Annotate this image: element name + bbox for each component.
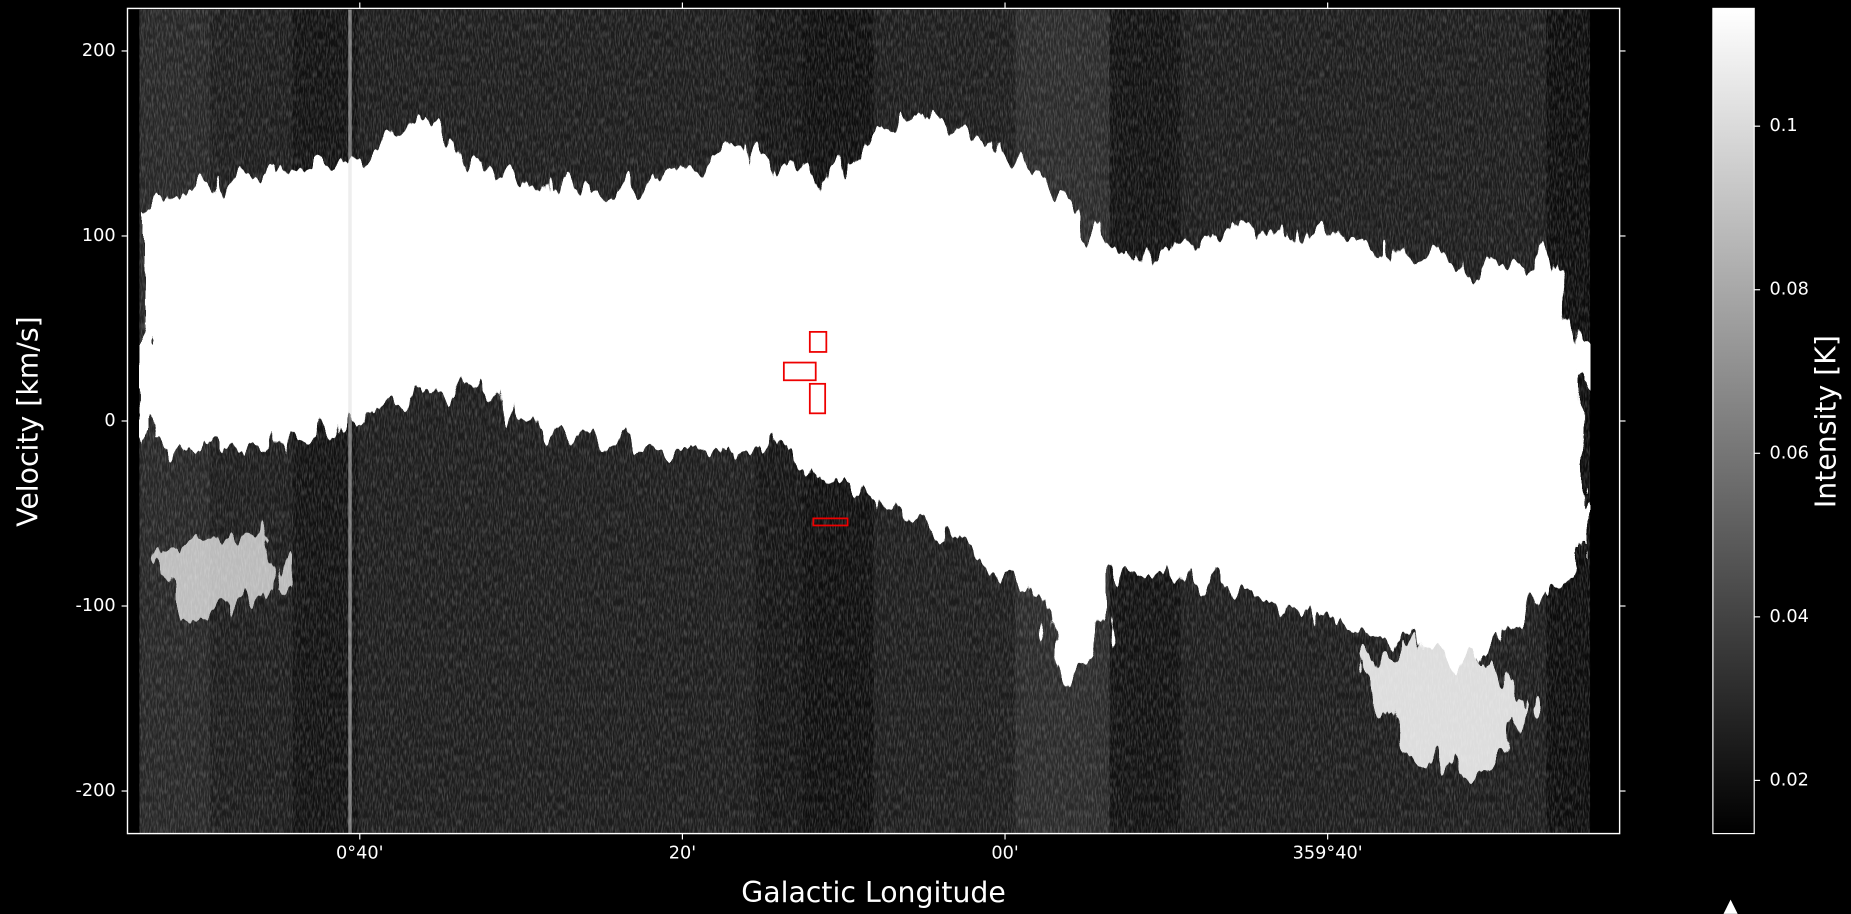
- y-axis-label: Velocity [km/s]: [12, 316, 45, 527]
- colorbar-tick-label: 0.02: [1770, 770, 1809, 790]
- y-tick-label: 100: [82, 226, 116, 246]
- regions: [782, 330, 849, 527]
- colorbar-tick-label: 0.04: [1770, 607, 1809, 627]
- y-tick-label: 200: [82, 41, 116, 61]
- pv-image: [139, 9, 1591, 834]
- colorbar-tick-label: 0.06: [1770, 443, 1809, 463]
- colorbar: [1712, 7, 1755, 835]
- y-tick-label: 0: [104, 411, 115, 431]
- extend-arrow: [1723, 899, 1738, 914]
- x-tick-label: 359°40': [1293, 844, 1363, 864]
- colorbar-tick-label: 0.1: [1770, 116, 1798, 136]
- colorbar-tick-label: 0.08: [1770, 280, 1809, 300]
- y-tick-label: -200: [76, 781, 116, 801]
- x-tick-label: 0°40': [336, 844, 383, 864]
- colorbar-label: Intensity [K]: [1809, 335, 1842, 508]
- x-tick-label: 20': [669, 844, 696, 864]
- y-tick-label: -100: [76, 596, 116, 616]
- x-tick-label: 00': [991, 844, 1018, 864]
- x-axis-label: Galactic Longitude: [741, 876, 1006, 909]
